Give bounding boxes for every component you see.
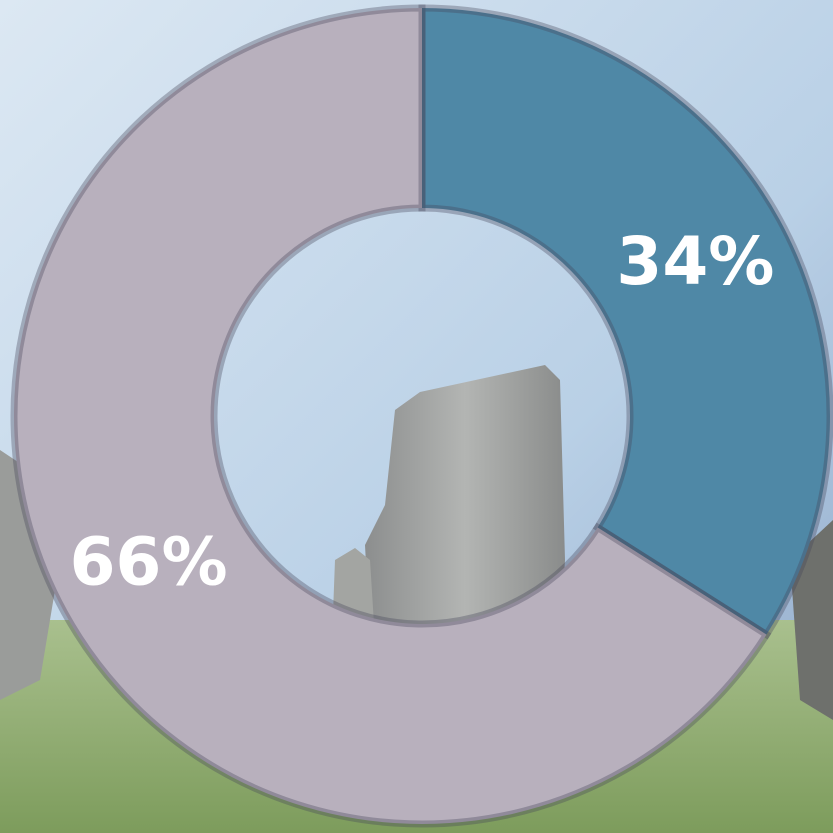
chart: 34% 66% (0, 0, 833, 833)
value-label: 66% (70, 523, 228, 600)
value-label: 34% (616, 223, 774, 300)
